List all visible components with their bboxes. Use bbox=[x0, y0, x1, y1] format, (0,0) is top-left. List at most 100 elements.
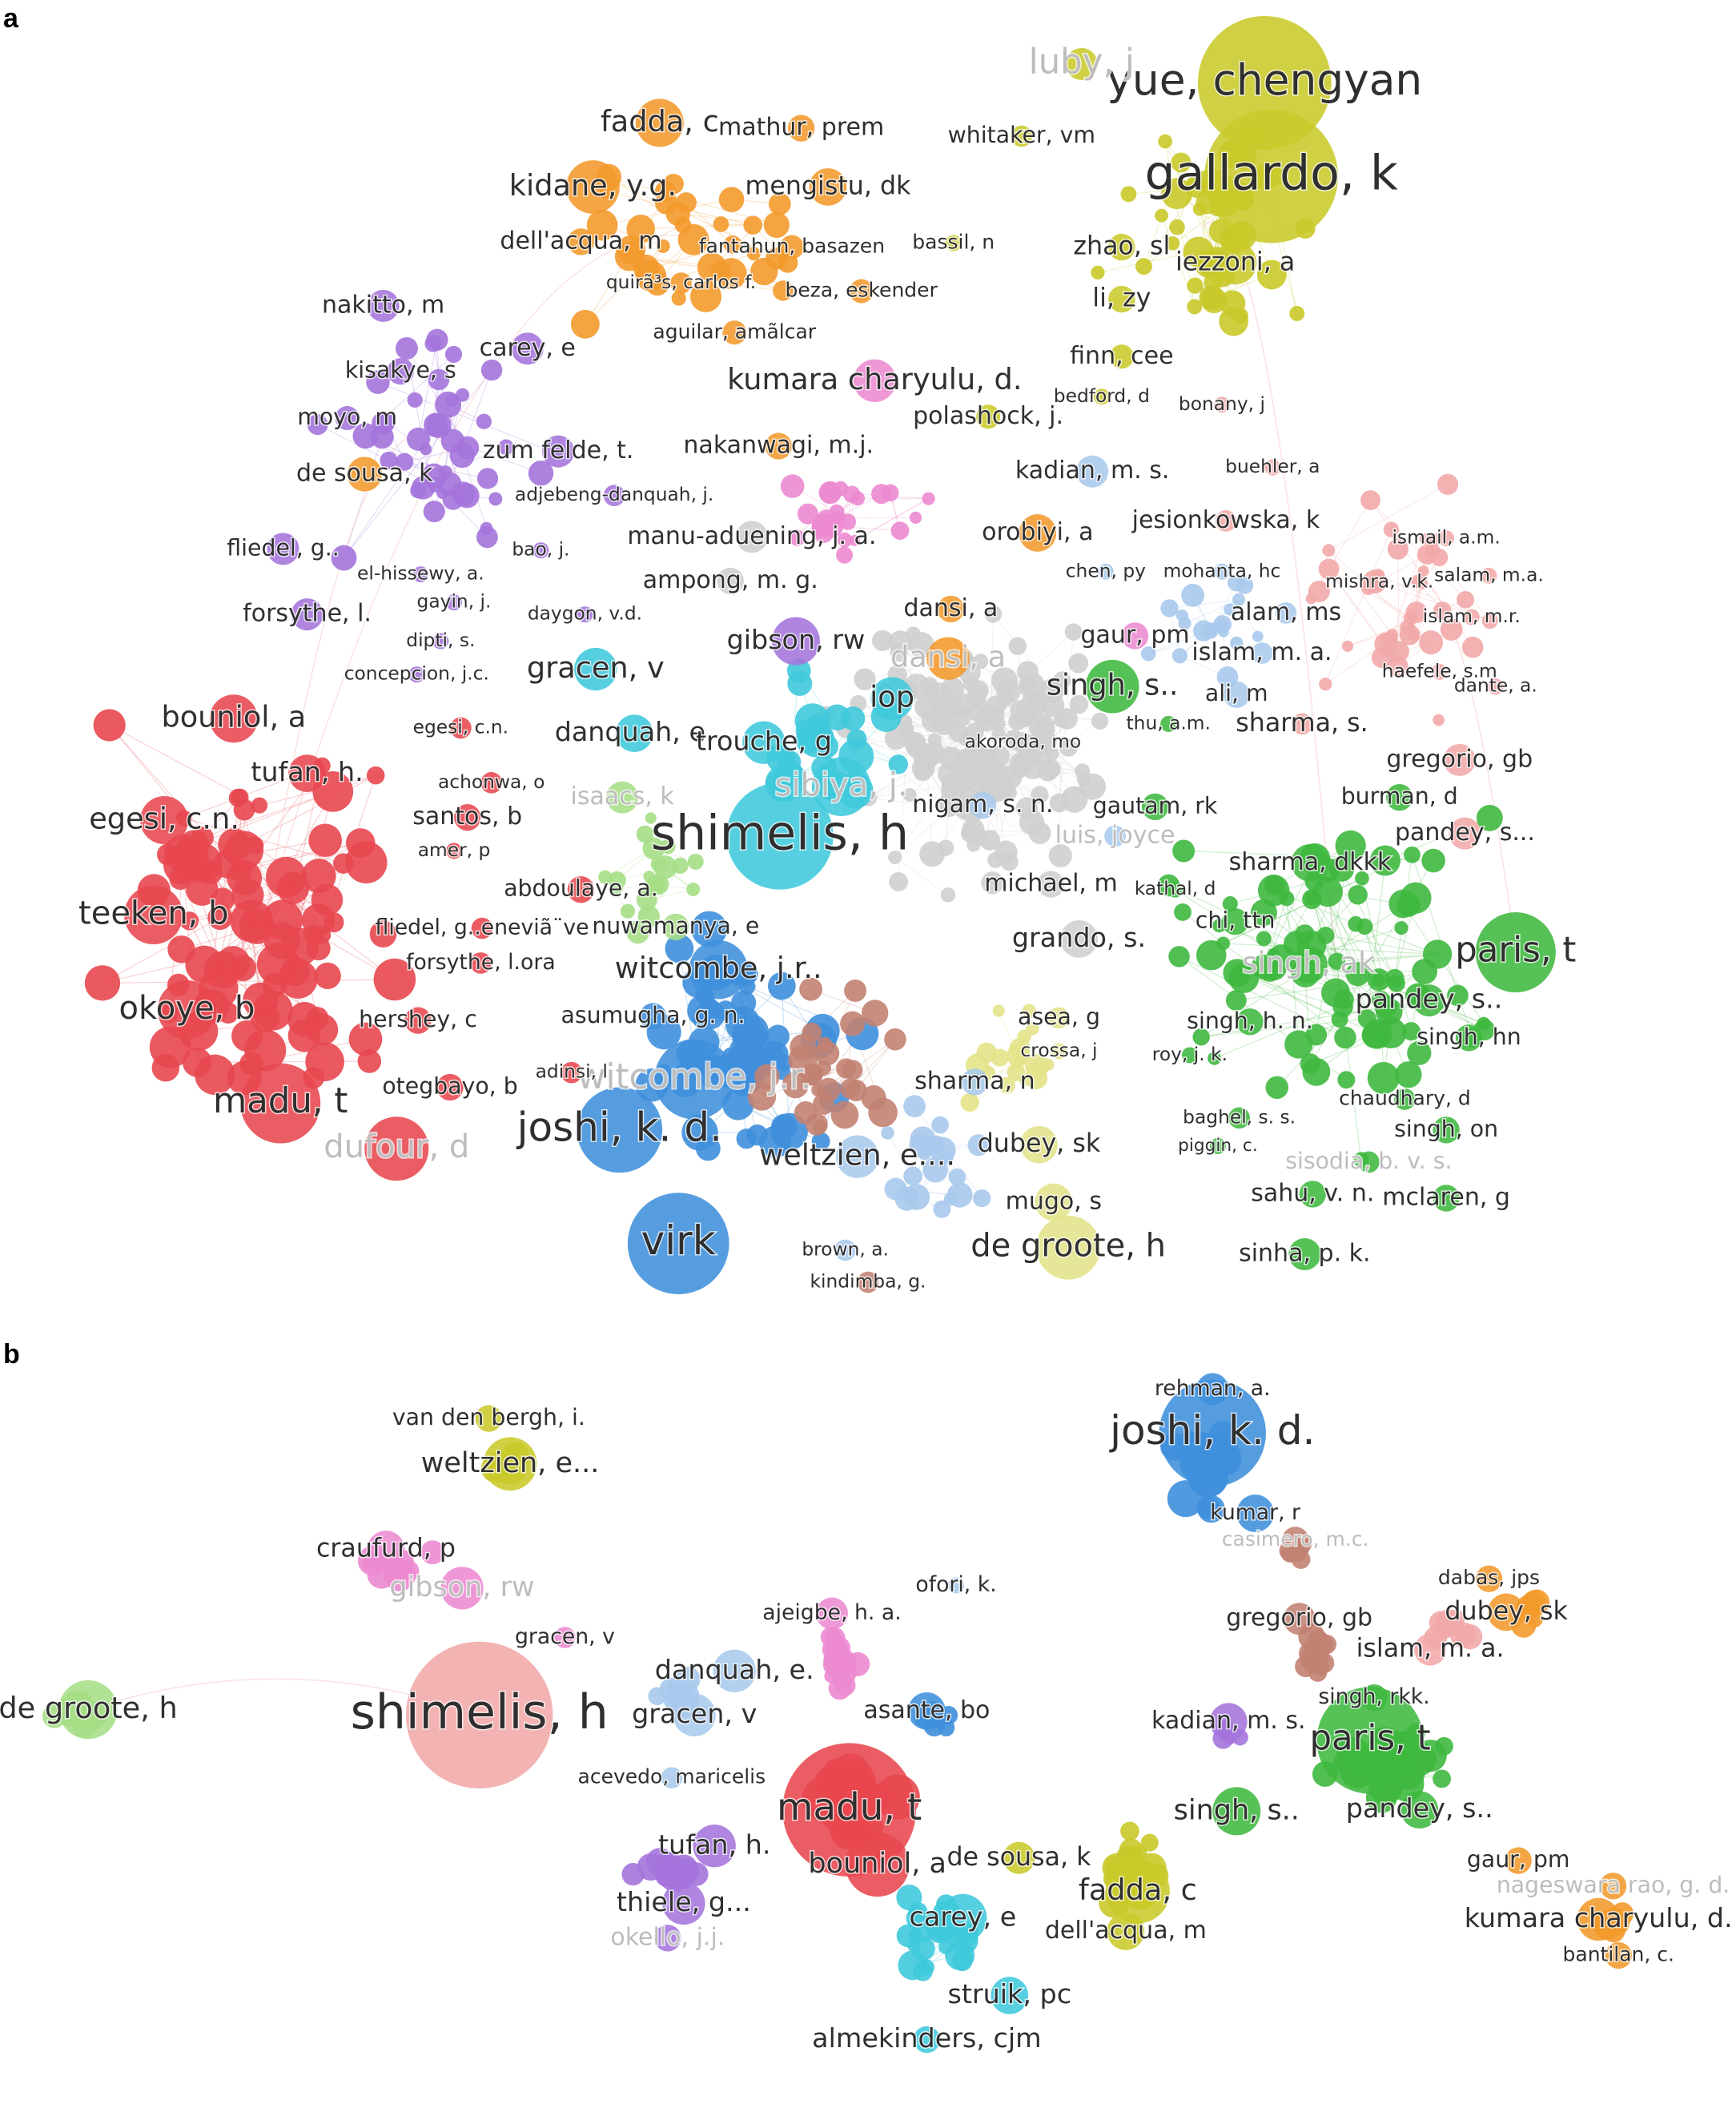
labeled-nodes bbox=[58, 16, 1632, 2054]
node-label: piggin, c. bbox=[1178, 1136, 1258, 1156]
node bbox=[945, 235, 962, 251]
node bbox=[681, 1114, 718, 1151]
node bbox=[969, 791, 997, 819]
edge bbox=[1361, 878, 1390, 1012]
node bbox=[637, 905, 660, 927]
node bbox=[554, 1627, 576, 1648]
node bbox=[1016, 661, 1039, 683]
node bbox=[961, 1068, 989, 1096]
node bbox=[1367, 1061, 1400, 1094]
node bbox=[1289, 945, 1328, 984]
node-label: polashock, j. bbox=[913, 402, 1063, 430]
node-label: buehler, a bbox=[1225, 455, 1320, 477]
edge bbox=[1236, 972, 1378, 1035]
node bbox=[1213, 396, 1230, 413]
node bbox=[1011, 125, 1033, 147]
node bbox=[1199, 284, 1224, 310]
node bbox=[1265, 1076, 1289, 1100]
edge bbox=[1328, 549, 1393, 635]
node-label: pandey, s... bbox=[1395, 819, 1535, 847]
node bbox=[1059, 738, 1078, 757]
node bbox=[1395, 1061, 1422, 1088]
node bbox=[841, 706, 866, 731]
node-label: zum felde, t. bbox=[483, 436, 634, 465]
node bbox=[1028, 713, 1055, 740]
node bbox=[1065, 48, 1098, 81]
node bbox=[813, 1119, 828, 1134]
node bbox=[1232, 593, 1245, 606]
node-label: singh, ak bbox=[1242, 946, 1376, 980]
node bbox=[1224, 603, 1236, 616]
node-label: singh, rkk. bbox=[1318, 1684, 1429, 1709]
node-label: carey, e bbox=[910, 1901, 1017, 1932]
node bbox=[881, 1126, 894, 1140]
node-label: salam, m.a. bbox=[1434, 563, 1544, 585]
node bbox=[1437, 473, 1459, 495]
node bbox=[626, 214, 655, 243]
node bbox=[636, 825, 654, 843]
node bbox=[577, 1087, 663, 1173]
edge bbox=[343, 436, 383, 558]
node bbox=[1008, 637, 1027, 655]
node bbox=[1181, 583, 1205, 607]
node bbox=[1291, 1550, 1311, 1569]
node bbox=[870, 677, 914, 720]
node-label: dufour, d bbox=[323, 1128, 469, 1165]
node bbox=[140, 795, 189, 844]
node-label: concepcion, j.c. bbox=[344, 662, 489, 685]
node bbox=[1171, 152, 1191, 173]
node-label: abdoulaye, a. bbox=[504, 875, 658, 902]
node bbox=[1403, 611, 1418, 626]
node bbox=[687, 853, 704, 870]
node bbox=[1076, 455, 1109, 488]
node-label: asante, bo bbox=[863, 1696, 990, 1724]
node bbox=[1360, 490, 1380, 510]
node bbox=[902, 787, 917, 802]
node bbox=[950, 693, 974, 718]
node bbox=[281, 927, 319, 966]
node bbox=[1026, 1022, 1039, 1036]
node-label: achonwa, o bbox=[438, 770, 545, 793]
node bbox=[301, 859, 336, 894]
node bbox=[890, 521, 910, 540]
node bbox=[670, 272, 692, 294]
node bbox=[444, 345, 463, 364]
node bbox=[747, 1082, 777, 1111]
node-label: gallardo, k bbox=[1144, 146, 1398, 202]
node-label: gibson, rw bbox=[727, 624, 866, 655]
node bbox=[1172, 839, 1196, 863]
node bbox=[335, 405, 360, 430]
node bbox=[674, 216, 692, 234]
node-label: bao, j. bbox=[512, 538, 569, 561]
node-label: okoye, b bbox=[119, 990, 255, 1027]
node bbox=[345, 828, 376, 858]
node bbox=[1605, 1941, 1632, 1969]
node bbox=[1232, 308, 1248, 324]
node bbox=[948, 1168, 966, 1186]
node bbox=[1396, 893, 1421, 917]
node bbox=[1093, 388, 1110, 405]
node-label: thu, a.m. bbox=[1127, 711, 1211, 734]
node bbox=[843, 485, 861, 503]
node bbox=[816, 1077, 841, 1102]
node bbox=[750, 257, 778, 286]
node bbox=[830, 1100, 859, 1129]
node-label: akoroda, mo bbox=[965, 730, 1082, 753]
node-label: bouniol, a bbox=[808, 1847, 946, 1880]
node bbox=[1108, 285, 1135, 313]
node bbox=[1335, 830, 1366, 862]
node bbox=[908, 1692, 946, 1730]
node-label: acevedo, maricelis bbox=[578, 1765, 766, 1788]
node bbox=[884, 726, 908, 750]
node bbox=[1022, 1004, 1036, 1018]
node bbox=[639, 1003, 667, 1030]
node bbox=[1481, 613, 1498, 630]
node-label: carey, e bbox=[480, 334, 576, 362]
node bbox=[908, 632, 934, 658]
node bbox=[1019, 514, 1057, 552]
node-label: gracen, v bbox=[515, 1624, 615, 1649]
node bbox=[498, 439, 514, 456]
node-label: amer, p bbox=[418, 839, 491, 861]
panel-tag: a bbox=[3, 3, 19, 34]
